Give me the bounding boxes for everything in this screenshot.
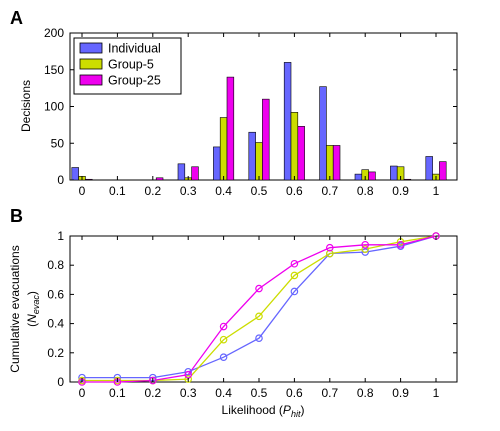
bar-group-25-0.7 [332, 145, 341, 181]
bar-group-5-0.6 [290, 112, 299, 181]
panel-letter-a: A [10, 8, 23, 28]
line-y-tick-label: 0.2 [47, 346, 64, 360]
line-x-tick-label: 0.3 [180, 386, 197, 400]
line-y-tick-label: 0.8 [47, 258, 64, 272]
bar-x-tick-label: 0.6 [286, 184, 303, 198]
line-y-tick-label: 0.6 [47, 287, 64, 301]
line-group [78, 232, 440, 386]
bar-group-25-0 [85, 178, 93, 181]
bar-x-tick-label: 1 [433, 184, 440, 198]
point-group-5-0.5 [255, 312, 263, 321]
legend-swatch-group-25 [79, 74, 103, 86]
point-individual-0.6 [290, 287, 299, 296]
legend-label-group-5: Group-5 [108, 58, 154, 72]
bar-group-25-0.5 [262, 98, 270, 181]
bar-x-tick-label: 0 [79, 184, 86, 198]
point-individual-0.8 [361, 248, 370, 256]
bar-y-tick-label: 100 [44, 100, 64, 114]
line-x-tick-label: 0.4 [215, 386, 232, 400]
bar-x-tick-label: 0.1 [109, 184, 126, 198]
series-line-group-25 [82, 235, 437, 383]
bar-group-5-0.5 [255, 142, 263, 181]
bar-group-25-0.2 [155, 177, 164, 181]
bar-x-tick-label: 0.3 [180, 184, 197, 198]
line-y-tick-label: 0.4 [47, 317, 64, 331]
line-y-axis-title-line1: Cumulative evacuations [8, 245, 22, 372]
bar-individual-0.6 [283, 62, 292, 181]
bar-individual-0.7 [319, 86, 327, 181]
point-group-25-0.2 [149, 376, 157, 385]
bar-individual-1 [425, 156, 433, 181]
legend: Individual Group-5 Group-25 [73, 37, 182, 95]
bar-x-ticks: 0 0.1 0.2 0.3 0.4 0.5 0.6 0.7 0.8 0.9 1 [79, 33, 440, 198]
line-y-ticks: 0 0.2 0.4 0.6 0.8 1 [47, 229, 457, 389]
bar-y-tick-label: 200 [44, 26, 64, 40]
bar-individual-0.9 [390, 165, 398, 181]
bar-individual-0.3 [177, 163, 186, 181]
line-x-tick-label: 0.1 [109, 386, 126, 400]
legend-label-group-25: Group-25 [108, 74, 161, 88]
bar-individual-0 [71, 167, 79, 181]
point-group-25-0.5 [255, 284, 263, 293]
bar-y-axis-title: Decisions [19, 80, 33, 132]
bar-y-ticks: 0 50 100 150 200 [44, 26, 457, 187]
legend-swatch-group-5 [79, 58, 103, 70]
bar-group-25-0.8 [368, 171, 376, 181]
point-group-5-0.8 [361, 245, 370, 253]
bar-group-5-0.4 [219, 117, 228, 181]
bar-x-tick-label: 0.9 [392, 184, 409, 198]
point-individual-0.5 [255, 334, 263, 343]
line-x-tick-label: 0.9 [392, 386, 409, 400]
line-y-axis-title-line2: (Nevac) [25, 291, 41, 327]
bar-individual-0.5 [248, 131, 256, 181]
bar-individual-0.8 [354, 173, 363, 181]
point-group-25-0.6 [290, 259, 299, 268]
line-x-axis-title: Likelihood (Phit) [222, 403, 305, 419]
point-group-25-0.4 [219, 322, 228, 331]
bar-x-tick-label: 0.7 [321, 184, 338, 198]
line-x-tick-label: 1 [433, 386, 440, 400]
panel-letter-b: B [10, 206, 23, 226]
bar-group-25-0.9 [403, 178, 412, 181]
bar-x-tick-label: 0.4 [215, 184, 232, 198]
legend-label-individual: Individual [108, 42, 161, 56]
line-x-tick-label: 0.7 [321, 386, 338, 400]
bar-x-tick-label: 0.5 [251, 184, 268, 198]
point-individual-0.3 [184, 367, 193, 376]
bar-y-tick-label: 150 [44, 63, 64, 77]
bar-y-tick-label: 0 [57, 173, 64, 187]
point-group-5-0.3 [184, 375, 193, 383]
line-x-ticks: 0 0.1 0.2 0.3 0.4 0.5 0.6 0.7 0.8 0.9 1 [79, 236, 440, 400]
series-line-individual [82, 235, 437, 379]
bar-group-25-0.3 [191, 166, 199, 181]
point-group-25-0.9 [396, 240, 405, 249]
legend-swatch-individual [79, 42, 103, 54]
line-chart-frame [69, 235, 458, 383]
line-chart-panel: 0 0.2 0.4 0.6 0.8 1 0 0.1 0.2 0.3 0.4 0.5 0.6 0.7 0.8… [8, 229, 458, 419]
series-line-group-5 [82, 235, 437, 382]
point-group-25-0.3 [184, 370, 193, 379]
bar-y-tick-label: 50 [51, 136, 65, 150]
point-group-5-0.4 [219, 335, 228, 344]
bar-chart-panel: 0 50 100 150 200 0 0.1 0.2 0.3 0.4 0.5 0.6 0.7 0.8 0.… [19, 26, 458, 198]
bar-x-tick-label: 0.2 [144, 184, 161, 198]
bar-group-25-0.4 [226, 76, 235, 181]
line-y-tick-label: 0 [57, 375, 64, 389]
point-group-5-0.6 [290, 271, 299, 280]
line-x-tick-label: 0.5 [251, 386, 268, 400]
point-group-25-0.8 [361, 240, 370, 249]
line-x-tick-label: 0.2 [144, 386, 161, 400]
line-x-tick-label: 0.8 [357, 386, 374, 400]
bar-x-tick-label: 0.8 [357, 184, 374, 198]
line-x-tick-label: 0.6 [286, 386, 303, 400]
bar-group-25-0.6 [297, 126, 305, 181]
bar-individual-0.4 [213, 146, 221, 181]
line-x-tick-label: 0 [79, 386, 86, 400]
bar-group-5-0.7 [326, 145, 334, 181]
point-individual-0.4 [219, 353, 228, 361]
bar-group-25-1 [439, 161, 447, 181]
line-y-tick-label: 1 [57, 229, 64, 243]
point-group-25-0.7 [325, 243, 334, 252]
